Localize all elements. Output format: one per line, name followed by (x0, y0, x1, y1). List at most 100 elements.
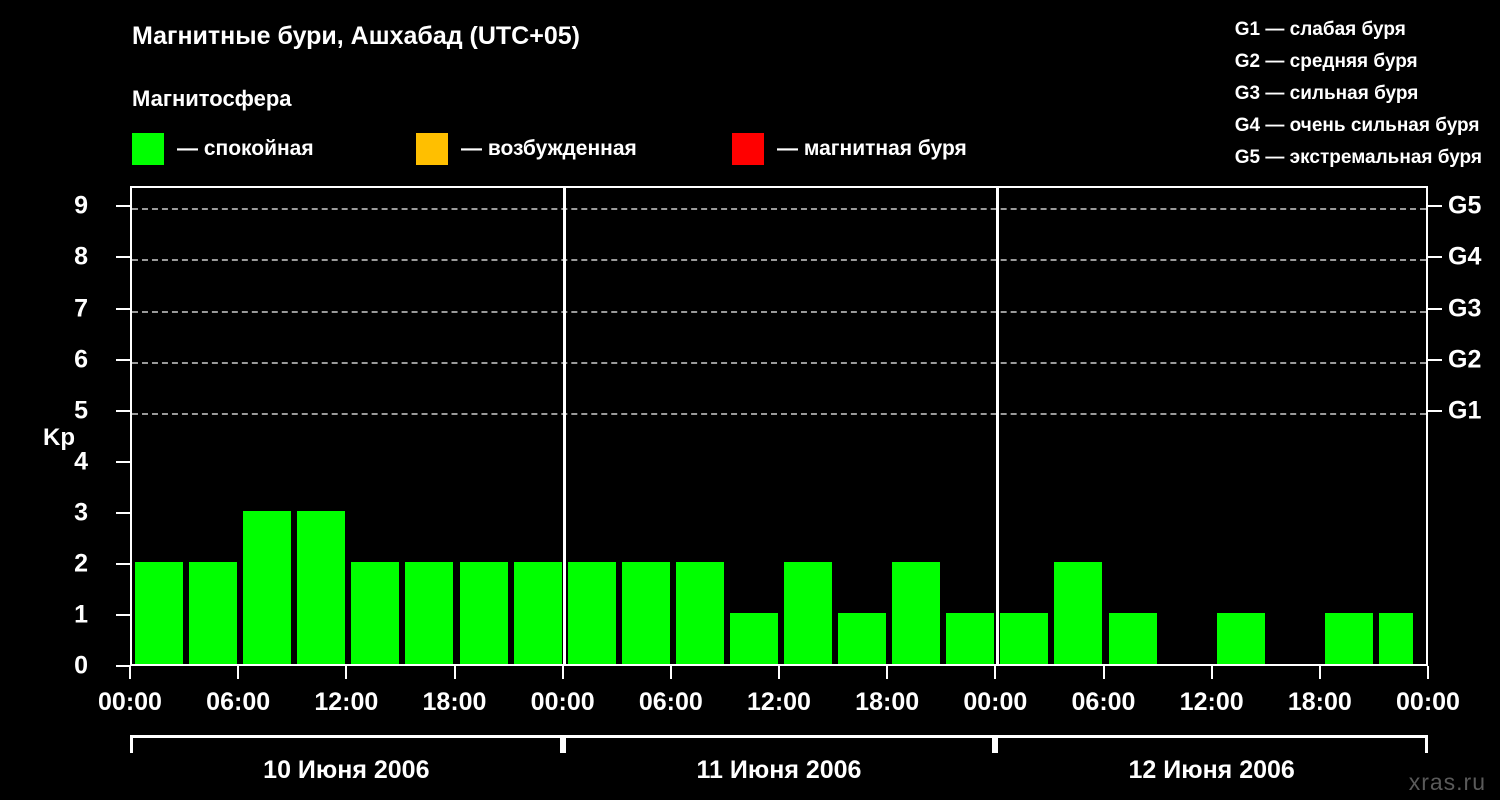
bar (1054, 561, 1103, 664)
bar (1108, 612, 1157, 664)
y-axis-tick-label: 2 (74, 549, 88, 578)
y-axis-tick-label: 3 (74, 498, 88, 527)
y-axis-tick-label: 6 (74, 345, 88, 374)
y-axis-tick-mark (116, 665, 130, 667)
day-label: 10 Июня 2006 (263, 756, 430, 784)
y-axis-tick-label: 0 (74, 651, 88, 680)
g-axis-tick-mark (1428, 256, 1442, 259)
bar (297, 510, 346, 664)
g-scale-row-5: G5 — экстремальная буря (1234, 147, 1482, 168)
g-axis-tick-mark (1428, 205, 1442, 208)
legend-item-label: — спокойная (177, 137, 314, 160)
bar (892, 561, 941, 664)
y-axis-tick-label: 9 (74, 191, 88, 220)
g-scale-row-2: G2 — средняя буря (1234, 51, 1418, 72)
g-scale-row-3: G3 — сильная буря (1234, 83, 1419, 104)
bar (567, 561, 616, 664)
y-axis-tick-label: 8 (74, 242, 88, 271)
y-axis-tick-mark (116, 460, 130, 463)
x-axis-tick-label: 06:00 (638, 688, 703, 716)
y-axis-tick-label: 5 (74, 396, 88, 425)
red-square-icon (732, 133, 764, 165)
bar (243, 510, 292, 664)
y-axis-tick-mark (116, 511, 130, 514)
gridline-kp-7 (132, 310, 1426, 313)
x-axis-tick-mark (994, 666, 997, 679)
legend-item-label: — магнитная буря (777, 137, 967, 160)
bar (1324, 612, 1373, 664)
gridline-kp-9 (132, 208, 1426, 211)
x-axis-tick-mark (669, 666, 672, 679)
y-axis-tick-label: 7 (74, 294, 88, 323)
x-axis-tick-mark (129, 666, 131, 679)
day-divider (995, 188, 999, 664)
bar (513, 561, 562, 664)
day-bracket (562, 735, 996, 753)
g-axis-tick-mark (1428, 307, 1442, 310)
g-axis-tick-mark (1428, 409, 1442, 412)
legend-item-1: — спокойная (132, 133, 314, 165)
legend-item-2: — возбужденная (416, 133, 637, 165)
bar (1378, 612, 1413, 664)
orange-square-icon (416, 133, 448, 165)
y-axis-tick-mark (116, 562, 130, 565)
g-axis-tick-label-g2: G2 (1448, 345, 1482, 374)
gridline-kp-8 (132, 259, 1426, 262)
g-scale-row-4: G4 — очень сильная буря (1234, 115, 1480, 136)
x-axis-tick-label: 00:00 (963, 688, 1028, 716)
g-axis-tick-mark (1428, 358, 1442, 361)
x-axis-tick-label: 18:00 (1287, 688, 1352, 716)
gridline-kp-5 (132, 412, 1426, 415)
x-axis-tick-mark (561, 666, 564, 679)
bar (729, 612, 778, 664)
x-axis-tick-mark (1427, 666, 1429, 679)
bar (351, 561, 400, 664)
x-axis-tick-label: 06:00 (206, 688, 271, 716)
y-axis-tick-mark (116, 358, 130, 361)
bar (1000, 612, 1049, 664)
bar (135, 561, 184, 664)
day-divider (563, 188, 567, 664)
x-axis-tick-mark (1210, 666, 1213, 679)
bar (675, 561, 724, 664)
bar (1216, 612, 1265, 664)
bar (189, 561, 238, 664)
bar (838, 612, 887, 664)
x-axis-tick-mark (1318, 666, 1321, 679)
x-axis-tick-label: 12:00 (747, 688, 811, 716)
x-axis-tick-mark (886, 666, 889, 679)
day-label: 12 Июня 2006 (1128, 756, 1295, 784)
watermark: xras.ru (1408, 769, 1486, 795)
legend-item-label: — возбужденная (461, 137, 637, 160)
y-axis-tick-mark (116, 205, 130, 208)
y-axis-tick-mark (116, 613, 130, 616)
x-axis-tick-label: 06:00 (1071, 688, 1136, 716)
g-axis-tick-label-g5: G5 (1448, 191, 1482, 220)
page-title: Магнитные бури, Ашхабад (UTC+05) (132, 22, 580, 50)
y-axis-tick-label: 1 (74, 600, 88, 629)
x-axis-tick-label: 12:00 (314, 688, 379, 716)
y-axis-tick-mark (116, 256, 130, 259)
x-axis-tick-mark (345, 666, 348, 679)
g-scale-row-1: G1 — слабая буря (1234, 19, 1406, 40)
gridline-kp-6 (132, 361, 1426, 364)
x-axis-tick-label: 18:00 (422, 688, 487, 716)
g-axis-tick-label-g4: G4 (1448, 242, 1482, 271)
green-square-icon (132, 133, 164, 165)
g-scale-legend: G1 — слабая буря G2 — средняя буря G3 — си… (1235, 14, 1482, 174)
bar (459, 561, 508, 664)
chart-plot-area (130, 186, 1428, 666)
x-axis-tick-label: 18:00 (855, 688, 920, 716)
x-axis-tick-mark (453, 666, 456, 679)
y-axis-tick-label: 4 (74, 447, 88, 476)
x-axis-tick-mark (1102, 666, 1105, 679)
plot-inner (132, 188, 1426, 664)
x-axis-tick-label: 00:00 (98, 688, 162, 716)
x-axis-tick-label: 00:00 (530, 688, 595, 716)
day-bracket (130, 735, 563, 753)
g-axis-tick-label-g1: G1 (1448, 396, 1482, 425)
legend-item-3: — магнитная буря (732, 133, 967, 165)
y-axis-tick-mark (116, 307, 130, 310)
bar (405, 561, 454, 664)
